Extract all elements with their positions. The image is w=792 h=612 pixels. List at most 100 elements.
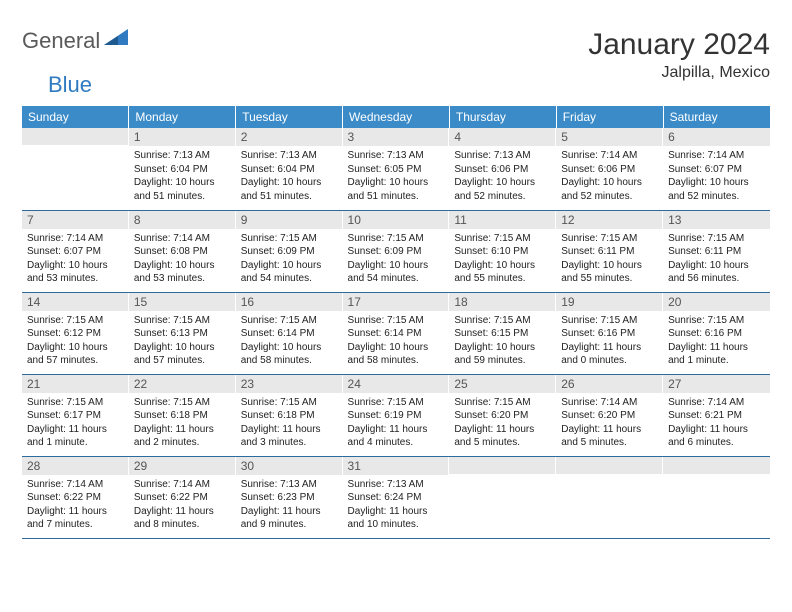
day-number: 26	[556, 375, 663, 393]
calendar-day-cell: 12Sunrise: 7:15 AMSunset: 6:11 PMDayligh…	[556, 210, 663, 292]
day-sun-info: Sunrise: 7:14 AMSunset: 6:06 PMDaylight:…	[556, 146, 663, 206]
day-number: 9	[236, 211, 343, 229]
day-number: 15	[129, 293, 236, 311]
day-sun-info: Sunrise: 7:15 AMSunset: 6:11 PMDaylight:…	[663, 229, 770, 289]
day-sun-info: Sunrise: 7:15 AMSunset: 6:14 PMDaylight:…	[236, 311, 343, 371]
day-sun-info: Sunrise: 7:15 AMSunset: 6:18 PMDaylight:…	[236, 393, 343, 453]
calendar-day-cell	[22, 128, 129, 210]
day-sun-info: Sunrise: 7:15 AMSunset: 6:12 PMDaylight:…	[22, 311, 129, 371]
logo-text-blue: Blue	[48, 72, 92, 97]
day-sun-info: Sunrise: 7:15 AMSunset: 6:15 PMDaylight:…	[449, 311, 556, 371]
day-sun-info: Sunrise: 7:14 AMSunset: 6:07 PMDaylight:…	[663, 146, 770, 206]
calendar-day-cell: 6Sunrise: 7:14 AMSunset: 6:07 PMDaylight…	[663, 128, 770, 210]
day-sun-info: Sunrise: 7:15 AMSunset: 6:19 PMDaylight:…	[343, 393, 450, 453]
calendar-table: Sunday Monday Tuesday Wednesday Thursday…	[22, 106, 770, 539]
day-number: 10	[343, 211, 450, 229]
calendar-day-cell: 27Sunrise: 7:14 AMSunset: 6:21 PMDayligh…	[663, 374, 770, 456]
day-number: 8	[129, 211, 236, 229]
weekday-header: Wednesday	[343, 106, 450, 128]
calendar-day-cell: 17Sunrise: 7:15 AMSunset: 6:14 PMDayligh…	[343, 292, 450, 374]
day-sun-info: Sunrise: 7:13 AMSunset: 6:04 PMDaylight:…	[236, 146, 343, 206]
weekday-header: Saturday	[663, 106, 770, 128]
day-number: 29	[129, 457, 236, 475]
weekday-header: Sunday	[22, 106, 129, 128]
day-number: 24	[343, 375, 450, 393]
weekday-header: Monday	[129, 106, 236, 128]
day-number: 7	[22, 211, 129, 229]
calendar-day-cell: 23Sunrise: 7:15 AMSunset: 6:18 PMDayligh…	[236, 374, 343, 456]
day-number	[663, 457, 770, 474]
calendar-day-cell: 7Sunrise: 7:14 AMSunset: 6:07 PMDaylight…	[22, 210, 129, 292]
day-sun-info: Sunrise: 7:15 AMSunset: 6:16 PMDaylight:…	[556, 311, 663, 371]
day-number: 16	[236, 293, 343, 311]
day-number: 30	[236, 457, 343, 475]
calendar-day-cell: 3Sunrise: 7:13 AMSunset: 6:05 PMDaylight…	[343, 128, 450, 210]
day-number: 19	[556, 293, 663, 311]
calendar-day-cell	[449, 456, 556, 538]
calendar-day-cell: 8Sunrise: 7:14 AMSunset: 6:08 PMDaylight…	[129, 210, 236, 292]
day-number: 27	[663, 375, 770, 393]
calendar-week-row: 21Sunrise: 7:15 AMSunset: 6:17 PMDayligh…	[22, 374, 770, 456]
day-number: 20	[663, 293, 770, 311]
calendar-day-cell: 21Sunrise: 7:15 AMSunset: 6:17 PMDayligh…	[22, 374, 129, 456]
calendar-day-cell: 25Sunrise: 7:15 AMSunset: 6:20 PMDayligh…	[449, 374, 556, 456]
day-number	[449, 457, 556, 474]
calendar-day-cell: 16Sunrise: 7:15 AMSunset: 6:14 PMDayligh…	[236, 292, 343, 374]
calendar-day-cell: 9Sunrise: 7:15 AMSunset: 6:09 PMDaylight…	[236, 210, 343, 292]
calendar-day-cell	[663, 456, 770, 538]
calendar-day-cell: 10Sunrise: 7:15 AMSunset: 6:09 PMDayligh…	[343, 210, 450, 292]
day-sun-info: Sunrise: 7:13 AMSunset: 6:05 PMDaylight:…	[343, 146, 450, 206]
logo-text-general: General	[22, 28, 100, 54]
calendar-day-cell: 2Sunrise: 7:13 AMSunset: 6:04 PMDaylight…	[236, 128, 343, 210]
day-number: 4	[449, 128, 556, 146]
day-sun-info: Sunrise: 7:15 AMSunset: 6:20 PMDaylight:…	[449, 393, 556, 453]
calendar-day-cell: 30Sunrise: 7:13 AMSunset: 6:23 PMDayligh…	[236, 456, 343, 538]
month-title: January 2024	[588, 28, 770, 62]
calendar-day-cell: 22Sunrise: 7:15 AMSunset: 6:18 PMDayligh…	[129, 374, 236, 456]
day-sun-info: Sunrise: 7:15 AMSunset: 6:13 PMDaylight:…	[129, 311, 236, 371]
day-number: 21	[22, 375, 129, 393]
day-sun-info: Sunrise: 7:14 AMSunset: 6:20 PMDaylight:…	[556, 393, 663, 453]
calendar-day-cell: 24Sunrise: 7:15 AMSunset: 6:19 PMDayligh…	[343, 374, 450, 456]
calendar-day-cell: 15Sunrise: 7:15 AMSunset: 6:13 PMDayligh…	[129, 292, 236, 374]
day-number: 6	[663, 128, 770, 146]
day-number: 11	[449, 211, 556, 229]
day-number: 22	[129, 375, 236, 393]
calendar-day-cell: 18Sunrise: 7:15 AMSunset: 6:15 PMDayligh…	[449, 292, 556, 374]
calendar-week-row: 28Sunrise: 7:14 AMSunset: 6:22 PMDayligh…	[22, 456, 770, 538]
calendar-day-cell: 5Sunrise: 7:14 AMSunset: 6:06 PMDaylight…	[556, 128, 663, 210]
calendar-day-cell: 26Sunrise: 7:14 AMSunset: 6:20 PMDayligh…	[556, 374, 663, 456]
day-number: 23	[236, 375, 343, 393]
day-sun-info: Sunrise: 7:15 AMSunset: 6:11 PMDaylight:…	[556, 229, 663, 289]
day-sun-info: Sunrise: 7:14 AMSunset: 6:08 PMDaylight:…	[129, 229, 236, 289]
day-sun-info: Sunrise: 7:15 AMSunset: 6:09 PMDaylight:…	[236, 229, 343, 289]
day-sun-info: Sunrise: 7:14 AMSunset: 6:22 PMDaylight:…	[22, 475, 129, 535]
calendar-body: 1Sunrise: 7:13 AMSunset: 6:04 PMDaylight…	[22, 128, 770, 538]
calendar-day-cell: 11Sunrise: 7:15 AMSunset: 6:10 PMDayligh…	[449, 210, 556, 292]
day-sun-info: Sunrise: 7:13 AMSunset: 6:23 PMDaylight:…	[236, 475, 343, 535]
calendar-week-row: 14Sunrise: 7:15 AMSunset: 6:12 PMDayligh…	[22, 292, 770, 374]
day-sun-info: Sunrise: 7:14 AMSunset: 6:07 PMDaylight:…	[22, 229, 129, 289]
calendar-day-cell	[556, 456, 663, 538]
calendar-day-cell: 4Sunrise: 7:13 AMSunset: 6:06 PMDaylight…	[449, 128, 556, 210]
weekday-header: Friday	[556, 106, 663, 128]
day-number: 25	[449, 375, 556, 393]
day-number	[556, 457, 663, 474]
day-number: 17	[343, 293, 450, 311]
day-number: 14	[22, 293, 129, 311]
day-sun-info: Sunrise: 7:15 AMSunset: 6:09 PMDaylight:…	[343, 229, 450, 289]
calendar-day-cell: 29Sunrise: 7:14 AMSunset: 6:22 PMDayligh…	[129, 456, 236, 538]
calendar-day-cell: 19Sunrise: 7:15 AMSunset: 6:16 PMDayligh…	[556, 292, 663, 374]
weekday-header-row: Sunday Monday Tuesday Wednesday Thursday…	[22, 106, 770, 128]
calendar-day-cell: 31Sunrise: 7:13 AMSunset: 6:24 PMDayligh…	[343, 456, 450, 538]
logo-triangle-icon	[104, 29, 128, 47]
calendar-week-row: 1Sunrise: 7:13 AMSunset: 6:04 PMDaylight…	[22, 128, 770, 210]
calendar-week-row: 7Sunrise: 7:14 AMSunset: 6:07 PMDaylight…	[22, 210, 770, 292]
day-sun-info: Sunrise: 7:14 AMSunset: 6:22 PMDaylight:…	[129, 475, 236, 535]
calendar-day-cell: 13Sunrise: 7:15 AMSunset: 6:11 PMDayligh…	[663, 210, 770, 292]
day-number: 13	[663, 211, 770, 229]
day-number	[22, 128, 129, 145]
day-number: 2	[236, 128, 343, 146]
weekday-header: Tuesday	[236, 106, 343, 128]
day-number: 18	[449, 293, 556, 311]
